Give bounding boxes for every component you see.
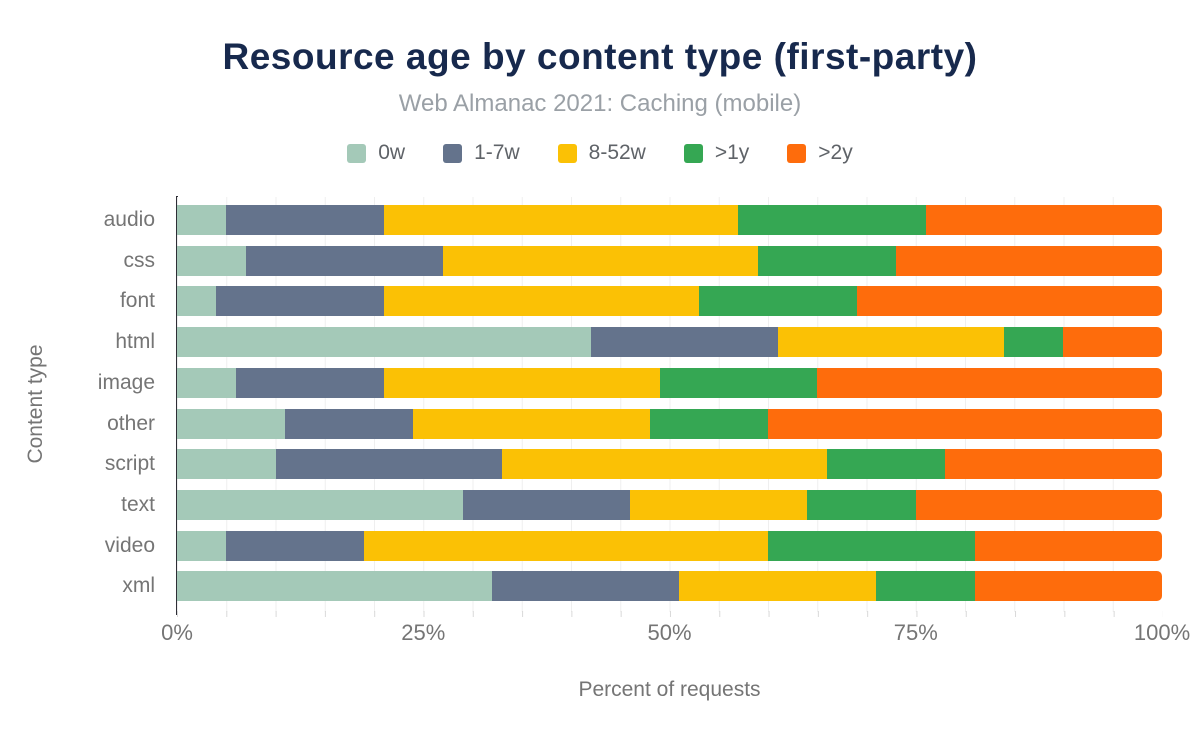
- bar-segment-video->2y[interactable]: [974, 530, 1162, 561]
- bar-segment-text->2y[interactable]: [915, 489, 1162, 520]
- legend-swatch-icon: [347, 143, 367, 163]
- category-label-css: css: [123, 248, 156, 272]
- bar-segment-xml->1y[interactable]: [876, 571, 975, 602]
- bar-segment-xml-8-52w[interactable]: [679, 571, 877, 602]
- bar-segment-script-8-52w[interactable]: [502, 449, 828, 480]
- bar-segment-css->1y[interactable]: [758, 245, 897, 276]
- bar-segment-video-8-52w[interactable]: [364, 530, 768, 561]
- bar-segment-other-8-52w[interactable]: [413, 408, 650, 439]
- bar-segment-xml->2y[interactable]: [974, 571, 1162, 602]
- legend-label: 1-7w: [474, 141, 520, 164]
- bar-segment-audio-8-52w[interactable]: [383, 205, 739, 235]
- bar-script: [177, 449, 1162, 480]
- bar-segment-image->1y[interactable]: [659, 367, 818, 398]
- legend-label: >1y: [714, 141, 750, 164]
- legend-item->2y[interactable]: >2y: [787, 141, 853, 165]
- bar-other: [177, 408, 1162, 439]
- bar-segment-text->1y[interactable]: [807, 489, 916, 520]
- x-tick-label-75: 75%: [893, 620, 938, 645]
- x-tick-label-0: 0%: [161, 620, 193, 645]
- legend-swatch-icon: [557, 143, 577, 163]
- bar-segment-other->2y[interactable]: [767, 408, 1162, 439]
- bar-segment-video->1y[interactable]: [767, 530, 975, 561]
- category-label-font: font: [119, 289, 155, 313]
- legend-swatch-icon: [683, 143, 703, 163]
- bar-segment-css-1-7w[interactable]: [245, 245, 443, 276]
- bar-segment-html-0w[interactable]: [177, 327, 591, 358]
- category-label-html: html: [115, 330, 155, 354]
- legend: 0w 1-7w 8-52w >1y >2y: [0, 141, 1200, 165]
- bar-segment-text-8-52w[interactable]: [630, 489, 808, 520]
- x-axis-ticks: [177, 611, 1163, 617]
- legend-label: 8-52w: [588, 141, 646, 164]
- legend-item-8-52w[interactable]: 8-52w: [557, 141, 646, 165]
- category-label-image: image: [97, 370, 155, 394]
- bar-segment-text-0w[interactable]: [177, 489, 463, 520]
- bar-segment-css-8-52w[interactable]: [442, 245, 759, 276]
- x-tick-label-25: 25%: [401, 620, 446, 645]
- bar-xml: [177, 571, 1162, 602]
- bar-segment-html-8-52w[interactable]: [777, 327, 1005, 358]
- bar-segment-text-1-7w[interactable]: [462, 489, 631, 520]
- bar-html: [177, 327, 1162, 358]
- category-label-video: video: [104, 533, 155, 557]
- bar-text: [177, 489, 1162, 520]
- bar-segment-font->1y[interactable]: [699, 286, 857, 317]
- bar-segment-css-0w[interactable]: [177, 245, 246, 276]
- bar-segment-font-8-52w[interactable]: [383, 286, 700, 317]
- legend-label: >2y: [818, 141, 853, 164]
- bar-segment-script-0w[interactable]: [177, 449, 276, 480]
- bar-segment-css->2y[interactable]: [896, 245, 1162, 276]
- legend-swatch-icon: [787, 143, 807, 163]
- legend-item-0w[interactable]: 0w: [347, 141, 405, 165]
- bar-segment-html->1y[interactable]: [1004, 327, 1064, 358]
- category-label-text: text: [121, 492, 155, 516]
- bar-segment-xml-1-7w[interactable]: [492, 571, 680, 602]
- legend-item-1-7w[interactable]: 1-7w: [443, 141, 520, 165]
- bar-segment-other-0w[interactable]: [177, 408, 286, 439]
- bar-segment-image-1-7w[interactable]: [236, 367, 384, 398]
- bar-segment-audio->2y[interactable]: [925, 205, 1162, 235]
- category-label-other: other: [107, 411, 155, 435]
- bar-image: [177, 367, 1162, 398]
- chart-subtitle: Web Almanac 2021: Caching (mobile): [398, 90, 802, 117]
- bar-segment-image-8-52w[interactable]: [383, 367, 660, 398]
- bar-segment-font-1-7w[interactable]: [216, 286, 384, 317]
- bar-segment-html->2y[interactable]: [1063, 327, 1162, 358]
- bar-segment-font-0w[interactable]: [177, 286, 217, 317]
- bar-segment-video-1-7w[interactable]: [226, 530, 365, 561]
- bar-audio: [177, 205, 1162, 235]
- bar-css: [177, 245, 1162, 276]
- bar-segment-script->2y[interactable]: [945, 449, 1162, 480]
- bar-segment-html-1-7w[interactable]: [590, 327, 778, 358]
- bar-segment-script-1-7w[interactable]: [275, 449, 503, 480]
- category-label-script: script: [104, 452, 155, 476]
- chart-title: Resource age by content type (first-part…: [222, 36, 978, 77]
- bar-video: [177, 530, 1162, 561]
- bar-segment-audio->1y[interactable]: [738, 205, 926, 235]
- bar-segment-xml-0w[interactable]: [177, 571, 493, 602]
- bar-segment-audio-1-7w[interactable]: [226, 205, 384, 235]
- plot-area: [177, 197, 1162, 612]
- x-tick-label-100: 100%: [1133, 620, 1191, 645]
- bar-segment-font->2y[interactable]: [856, 286, 1162, 317]
- bar-segment-script->1y[interactable]: [827, 449, 946, 480]
- y-axis-labels: audio css font html image other script text vide…: [0, 197, 165, 612]
- x-axis-title: Percent of requests: [578, 678, 761, 701]
- category-label-audio: audio: [103, 208, 155, 231]
- category-label-xml: xml: [122, 574, 155, 598]
- bar-segment-image->2y[interactable]: [817, 367, 1162, 398]
- bar-segment-other-1-7w[interactable]: [285, 408, 414, 439]
- bar-segment-other->1y[interactable]: [649, 408, 768, 439]
- bar-segment-image-0w[interactable]: [177, 367, 237, 398]
- x-tick-label-50: 50%: [647, 620, 692, 645]
- bar-segment-audio-0w[interactable]: [177, 205, 227, 235]
- legend-label: 0w: [378, 141, 406, 164]
- legend-item->1y[interactable]: >1y: [683, 141, 750, 165]
- bar-font: [177, 286, 1162, 317]
- bar-segment-video-0w[interactable]: [177, 530, 227, 561]
- x-tick-labels: 0% 25% 50% 75% 100%: [161, 620, 1190, 648]
- legend-swatch-icon: [443, 143, 463, 163]
